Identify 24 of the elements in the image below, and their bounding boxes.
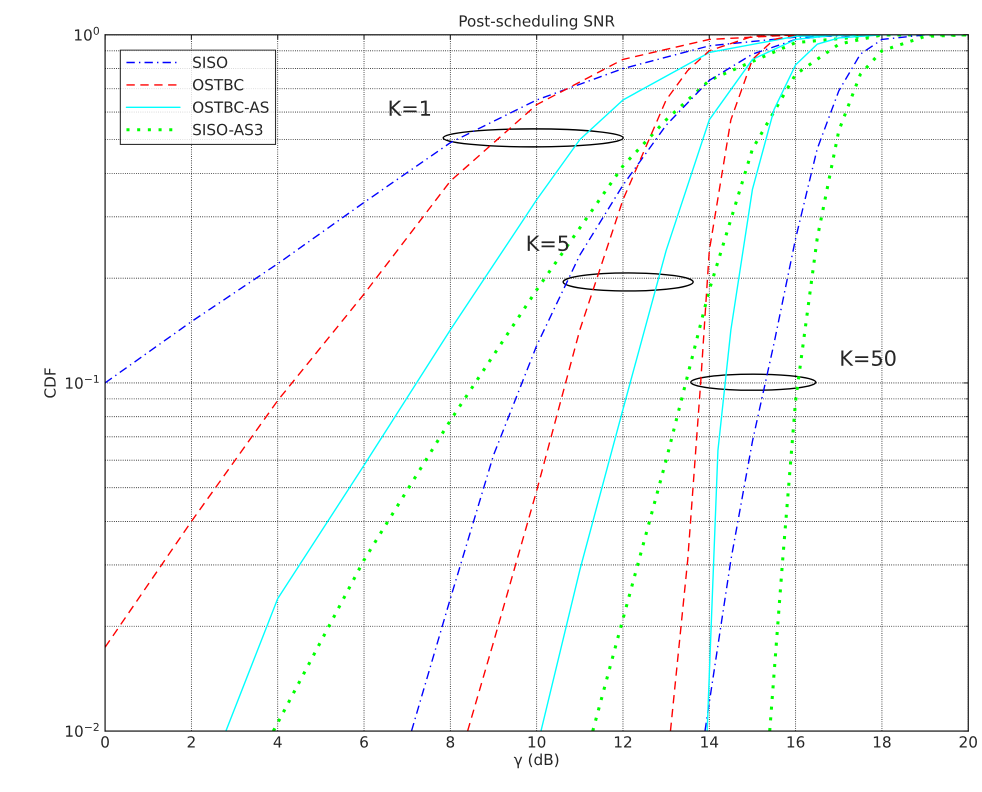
y-tick-label: 10$^{−1}$: [66, 374, 99, 389]
legend-label: SISO-AS3: [193, 124, 262, 136]
x-axis-title: γ (dB): [514, 753, 558, 768]
x-tick-label: 2: [188, 736, 195, 748]
x-tick-label: 18: [874, 736, 891, 748]
y-tick-label: 10$^{−2}$: [66, 722, 99, 737]
x-tick-label: 10: [528, 736, 546, 748]
x-tick-label: 20: [960, 736, 977, 748]
legend-label: OSTBC: [193, 78, 244, 90]
legend-label: SISO: [193, 56, 228, 68]
y-axis-title: CDF: [44, 368, 56, 398]
x-tick-label: 8: [446, 736, 454, 748]
x-tick-label: 16: [788, 736, 804, 748]
chart-title: Post-scheduling SNR: [460, 14, 615, 30]
annotation: K=1: [390, 100, 430, 116]
annotation: K=5: [528, 236, 568, 252]
x-tick-label: 6: [360, 736, 368, 748]
x-tick-label: 12: [614, 736, 632, 748]
annotation: K=50: [841, 350, 896, 366]
x-tick-label: 4: [274, 736, 282, 748]
x-tick-label: 14: [701, 736, 718, 748]
legend-label: OSTBC-AS: [193, 101, 269, 113]
y-tick-label: 10$^{0}$: [75, 26, 100, 41]
x-tick-label: 0: [101, 736, 109, 748]
